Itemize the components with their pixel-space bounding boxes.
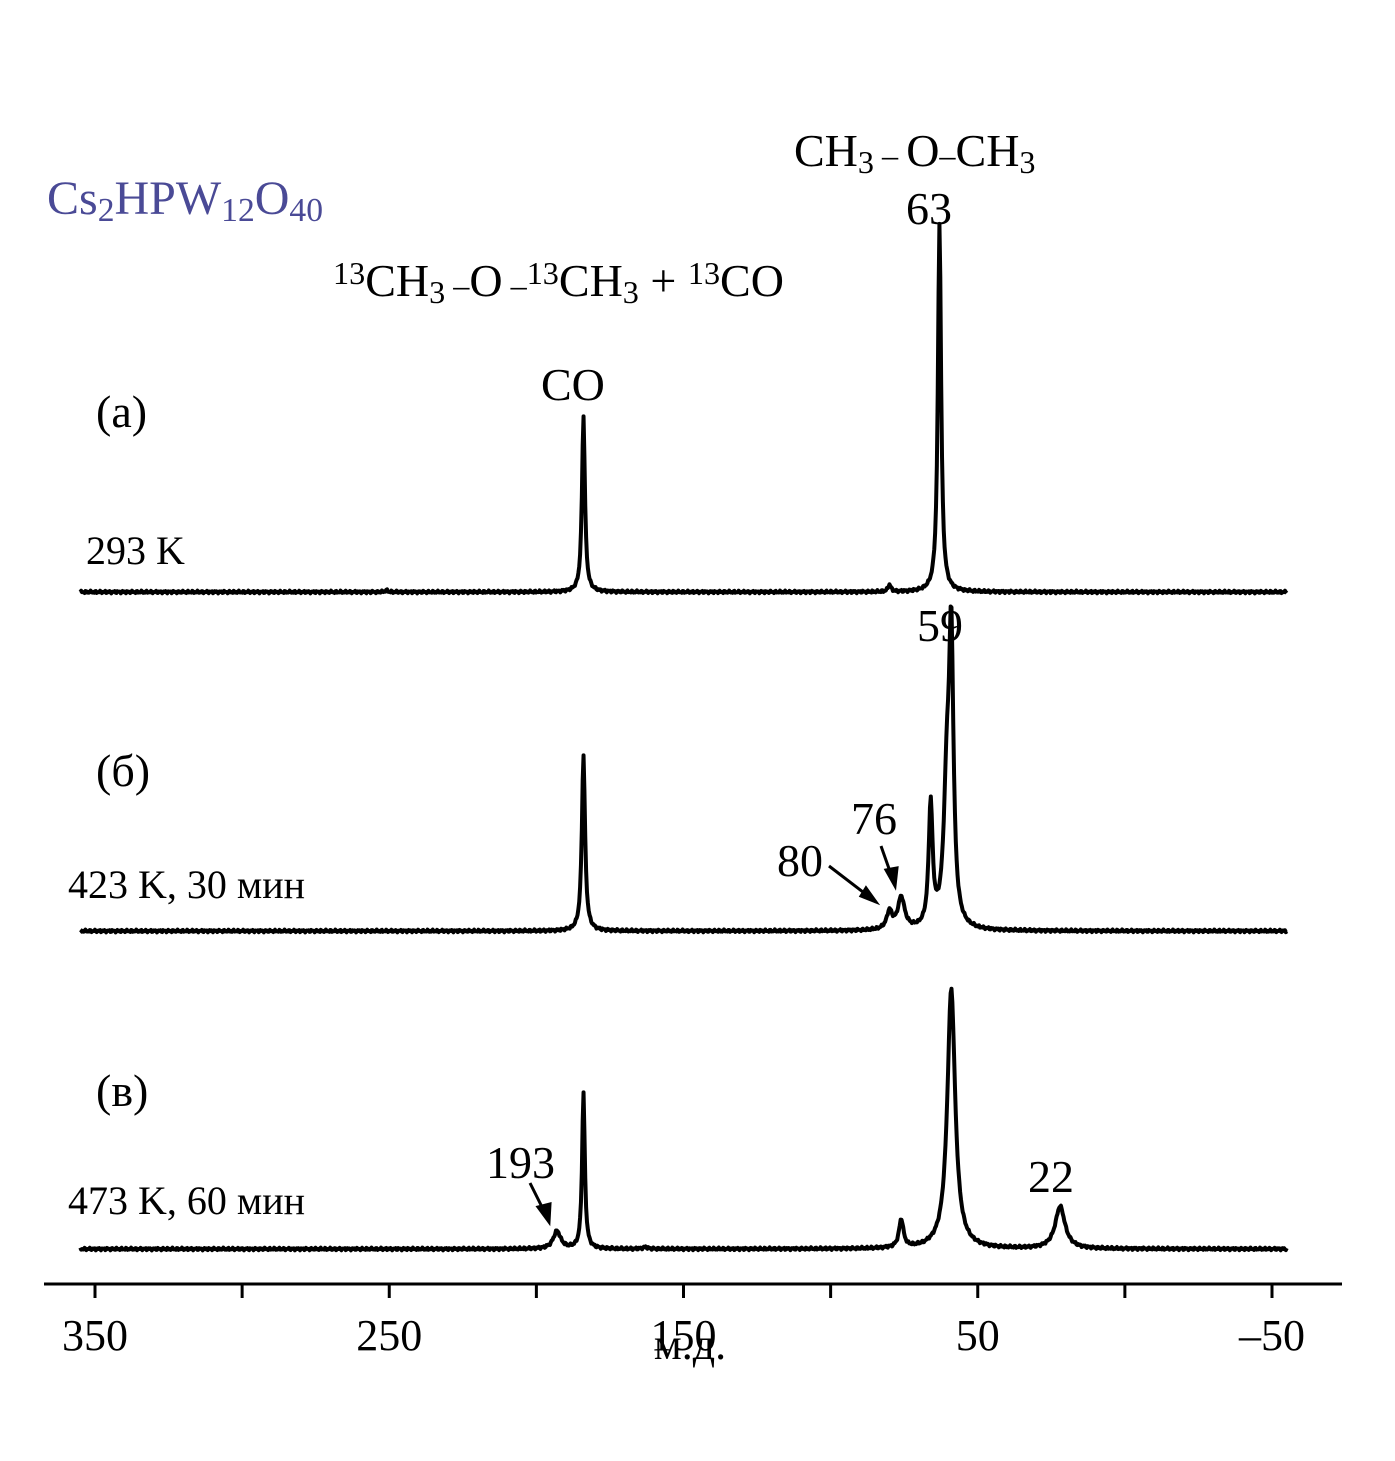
formula-part: CH: [794, 125, 858, 176]
peak-pointers: [528, 845, 899, 1227]
formula-part: 13: [333, 255, 365, 291]
x-axis: [44, 1282, 1342, 1298]
peak-76-label: 76: [851, 793, 897, 844]
spectrum-name: (в): [96, 1065, 148, 1116]
formula-part: 13: [527, 255, 559, 291]
x-tick-label: 250: [356, 1311, 422, 1360]
spectrum-line: [78, 221, 1289, 596]
formula-part: O: [469, 255, 502, 306]
formula-part: 3: [858, 144, 874, 180]
spectrum-condition: 473 K, 60 мин: [68, 1178, 305, 1223]
formula-part: CH: [365, 255, 429, 306]
peak-193-label: 193: [486, 1137, 555, 1188]
formula-part: –: [938, 137, 956, 173]
x-axis-label: м.д.: [654, 1320, 726, 1369]
formula-part: 40: [289, 192, 323, 229]
x-tick-label: 50: [956, 1311, 1000, 1360]
spectrum-line: [79, 604, 1289, 935]
dme-label: CH3 – O–CH3: [794, 125, 1036, 180]
formula-part: 3: [429, 274, 445, 310]
pointer-193-head: [535, 1202, 552, 1227]
x-tick-label: –50: [1238, 1311, 1305, 1360]
formula-part: 2: [98, 192, 115, 229]
x-tick-label: 350: [62, 1311, 128, 1360]
formula-part: –: [503, 267, 528, 303]
formula-part: CH: [956, 125, 1020, 176]
formula-part: CO: [720, 255, 784, 306]
formula-part: 12: [221, 192, 255, 229]
formula-part: 13: [688, 255, 720, 291]
spectrum-traces: [78, 221, 1289, 1253]
catalyst-formula: Cs2HPW12O40: [47, 172, 323, 229]
spectrum-line: [78, 986, 1289, 1253]
formula-part: –: [874, 137, 906, 173]
reaction-label: 13CH3 –O –13CH3 + 13CO: [333, 255, 784, 310]
spectrum-condition: 293 K: [86, 528, 185, 573]
spectrum-condition: 423 K, 30 мин: [68, 862, 305, 907]
peak-59-label: 59: [917, 600, 963, 651]
spectrum-name: (а): [96, 386, 147, 437]
pointer-76-head: [883, 866, 899, 891]
pointer-80-head: [858, 885, 881, 906]
formula-part: HPW: [115, 172, 222, 225]
peak-80-label: 80: [777, 835, 823, 886]
spectrum-name: (б): [96, 745, 150, 796]
formula-part: +: [639, 255, 688, 306]
peak-63-label: 63: [906, 183, 952, 234]
x-tick-label: 150: [651, 1311, 717, 1360]
peak-22-label: 22: [1028, 1151, 1074, 1202]
formula-part: –: [445, 267, 470, 303]
formula-part: O: [906, 125, 939, 176]
formula-part: 3: [623, 274, 639, 310]
formula-part: CH: [559, 255, 623, 306]
formula-part: O: [255, 172, 290, 225]
formula-part: 3: [1019, 144, 1035, 180]
co-peak-label: CO: [541, 359, 605, 410]
formula-part: Cs: [47, 172, 98, 225]
